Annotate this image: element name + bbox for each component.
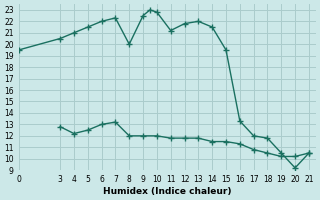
- X-axis label: Humidex (Indice chaleur): Humidex (Indice chaleur): [103, 187, 231, 196]
